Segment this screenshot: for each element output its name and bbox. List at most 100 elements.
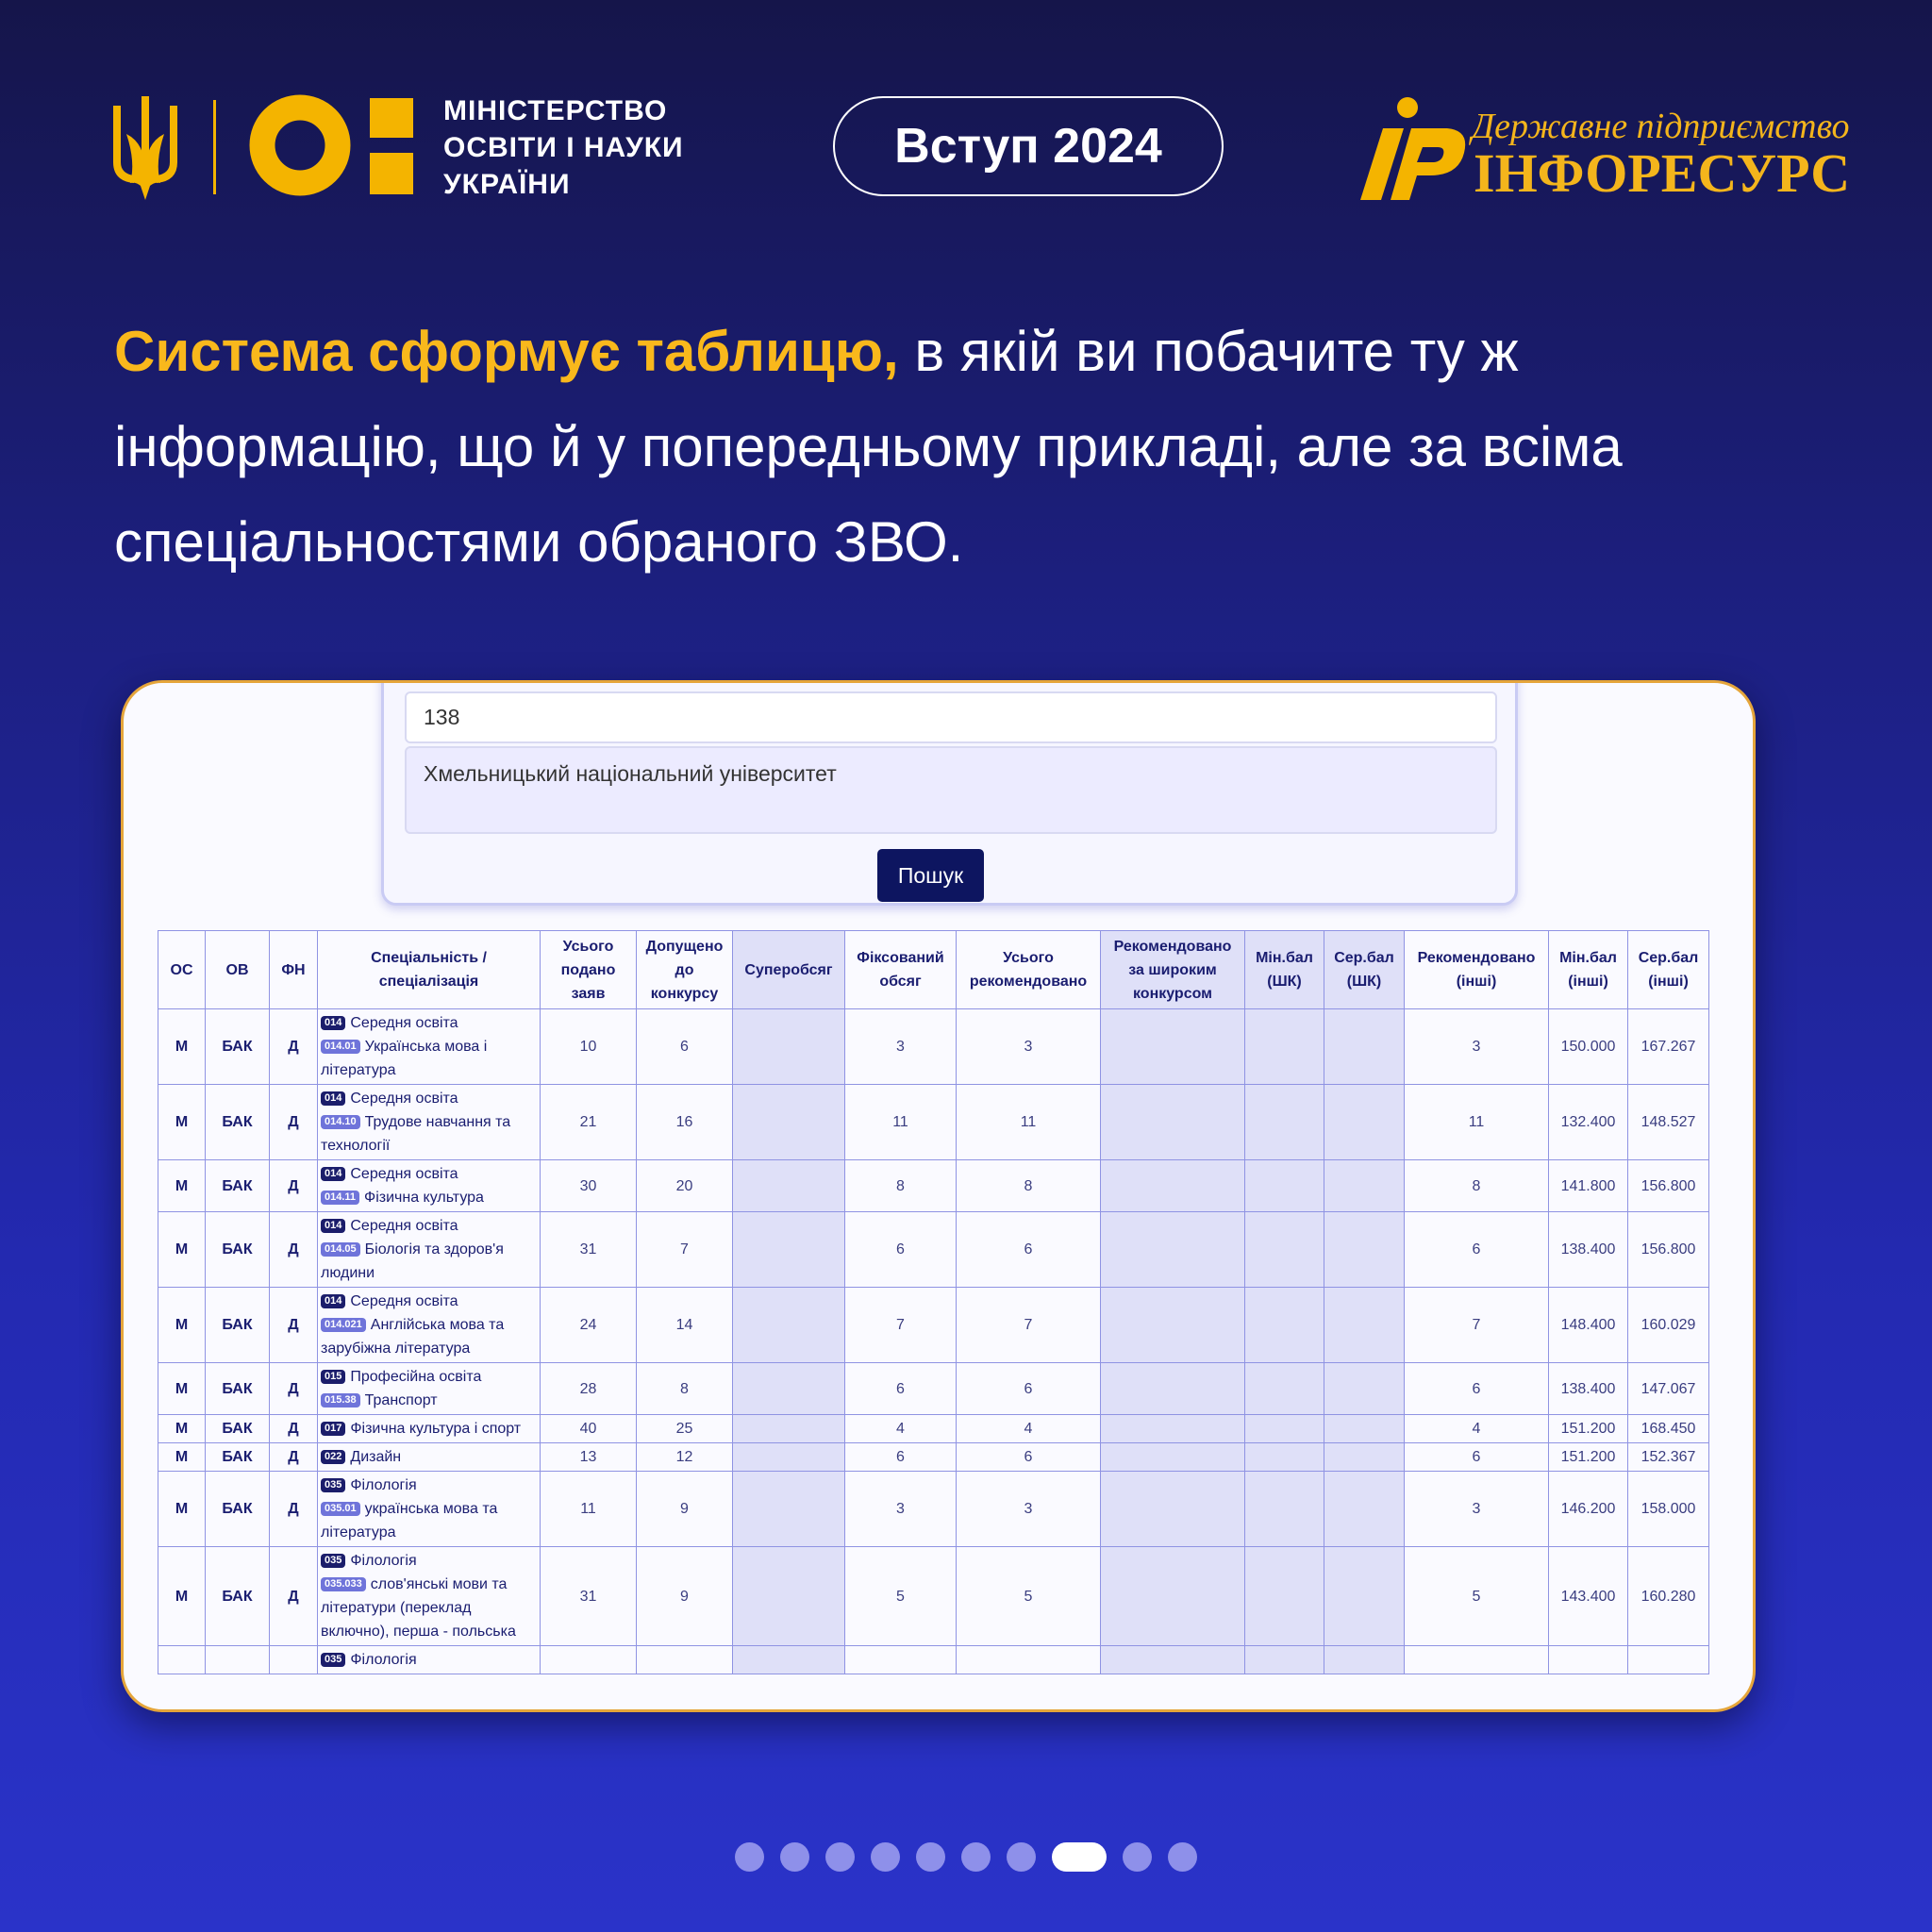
specialty-name: Середня освіта bbox=[350, 1166, 458, 1182]
data-cell bbox=[1244, 1645, 1324, 1674]
specialty-code: 014.021 bbox=[321, 1318, 366, 1332]
specialty-cell: 014 Середня освіта 014.021 Англійська мова … bbox=[317, 1287, 541, 1363]
specialty-code: 014 bbox=[321, 1016, 346, 1030]
specialty-code: 035 bbox=[321, 1554, 346, 1568]
university-field[interactable]: Хмельницький національний університет bbox=[405, 746, 1497, 834]
data-cell bbox=[1324, 1287, 1405, 1363]
specialty-name: Біологія та здоров'я людини bbox=[321, 1241, 504, 1281]
page-dot[interactable] bbox=[1007, 1842, 1036, 1872]
page-dot[interactable] bbox=[961, 1842, 991, 1872]
table-row: М БАК Д 014 Середня освіта 014.11 Фізична куль… bbox=[158, 1159, 1709, 1212]
column-header: Усього рекомендовано bbox=[956, 930, 1101, 1009]
data-cell bbox=[1100, 1211, 1245, 1288]
page-dot-active[interactable] bbox=[1052, 1842, 1107, 1872]
data-cell: 8 bbox=[1404, 1159, 1549, 1212]
data-cell: 8 bbox=[956, 1159, 1101, 1212]
data-cell: 160.029 bbox=[1627, 1287, 1709, 1363]
specialty-line: 014 Середня освіта bbox=[321, 1162, 537, 1186]
specialty-name: Середня освіта bbox=[350, 1293, 458, 1309]
data-cell: 158.000 bbox=[1627, 1471, 1709, 1547]
data-cell: 8 bbox=[844, 1159, 957, 1212]
specialty-line: 017 Фізична культура і спорт bbox=[321, 1417, 537, 1441]
table-row: М БАК Д 014 Середня освіта 014.10 Трудове навч… bbox=[158, 1084, 1709, 1160]
specialty-cell: 022 Дизайн bbox=[317, 1442, 541, 1472]
cell-ov bbox=[205, 1645, 270, 1674]
data-cell bbox=[1100, 1645, 1245, 1674]
data-cell: 12 bbox=[636, 1442, 733, 1472]
data-cell: 20 bbox=[636, 1159, 733, 1212]
specialty-name: Англійська мова та зарубіжна література bbox=[321, 1317, 505, 1357]
specialty-code: 014.01 bbox=[321, 1040, 360, 1054]
data-cell: 138.400 bbox=[1548, 1362, 1628, 1415]
data-cell bbox=[1100, 1442, 1245, 1472]
data-cell: 25 bbox=[636, 1414, 733, 1443]
data-cell: 6 bbox=[1404, 1442, 1549, 1472]
specialty-code: 014 bbox=[321, 1294, 346, 1308]
table-row: М БАК Д 035 Філологія 035.033 слов'янські мови… bbox=[158, 1546, 1709, 1646]
data-cell bbox=[1244, 1471, 1324, 1547]
specialty-name: Дизайн bbox=[350, 1449, 402, 1465]
data-cell bbox=[1244, 1414, 1324, 1443]
data-cell bbox=[1244, 1287, 1324, 1363]
page-dot[interactable] bbox=[1168, 1842, 1197, 1872]
data-cell: 146.200 bbox=[1548, 1471, 1628, 1547]
data-cell: 168.450 bbox=[1627, 1414, 1709, 1443]
page-dot[interactable] bbox=[825, 1842, 855, 1872]
specialty-code: 014 bbox=[321, 1091, 346, 1106]
specialty-code: 014.10 bbox=[321, 1115, 360, 1129]
specialty-cell: 014 Середня освіта 014.11 Фізична культура bbox=[317, 1159, 541, 1212]
specialty-code: 035 bbox=[321, 1478, 346, 1492]
data-cell: 6 bbox=[844, 1362, 957, 1415]
cell-fn: Д bbox=[269, 1471, 318, 1547]
specialty-cell: 035 Філологія bbox=[317, 1645, 541, 1674]
data-cell: 138.400 bbox=[1548, 1211, 1628, 1288]
page-dot[interactable] bbox=[780, 1842, 809, 1872]
search-button[interactable]: Пошук bbox=[877, 849, 984, 902]
cell-fn: Д bbox=[269, 1211, 318, 1288]
data-cell: 167.267 bbox=[1627, 1008, 1709, 1085]
data-cell: 6 bbox=[1404, 1211, 1549, 1288]
page-dot[interactable] bbox=[916, 1842, 945, 1872]
data-cell bbox=[1324, 1442, 1405, 1472]
column-header: ОС bbox=[158, 930, 206, 1009]
cell-fn: Д bbox=[269, 1442, 318, 1472]
data-cell: 148.400 bbox=[1548, 1287, 1628, 1363]
cell-os: М bbox=[158, 1471, 206, 1547]
data-cell: 16 bbox=[636, 1084, 733, 1160]
data-cell bbox=[844, 1645, 957, 1674]
cell-fn bbox=[269, 1645, 318, 1674]
specialty-line: 014 Середня освіта bbox=[321, 1011, 537, 1035]
data-cell: 6 bbox=[956, 1211, 1101, 1288]
page-dot[interactable] bbox=[1123, 1842, 1152, 1872]
specialty-code: 014 bbox=[321, 1167, 346, 1181]
column-header: Мін.бал (інші) bbox=[1548, 930, 1628, 1009]
column-header: Суперобсяг bbox=[732, 930, 845, 1009]
cell-ov: БАК bbox=[205, 1211, 270, 1288]
specialty-line: 022 Дизайн bbox=[321, 1445, 537, 1469]
data-cell: 40 bbox=[540, 1414, 637, 1443]
specialty-cell: 035 Філологія 035.033 слов'янські мови та л… bbox=[317, 1546, 541, 1646]
data-cell bbox=[1548, 1645, 1628, 1674]
code-input[interactable]: 138 bbox=[405, 691, 1497, 743]
table-body: М БАК Д 014 Середня освіта 014.01 Українська м… bbox=[158, 1008, 1709, 1674]
page-dot[interactable] bbox=[735, 1842, 764, 1872]
specialty-line: 014.01 Українська мова і література bbox=[321, 1035, 537, 1082]
column-header: Спеціальність / спеціалізація bbox=[317, 930, 541, 1009]
page-dot[interactable] bbox=[871, 1842, 900, 1872]
cell-fn: Д bbox=[269, 1362, 318, 1415]
headline-highlight: Система сформує таблицю, bbox=[114, 320, 899, 383]
data-cell: 3 bbox=[1404, 1471, 1549, 1547]
data-cell: 7 bbox=[636, 1211, 733, 1288]
data-cell bbox=[1100, 1362, 1245, 1415]
data-cell bbox=[1324, 1211, 1405, 1288]
specialty-name: Філологія bbox=[350, 1652, 417, 1668]
data-cell: 3 bbox=[844, 1008, 957, 1085]
specialty-code: 014.05 bbox=[321, 1242, 360, 1257]
ministry-logo bbox=[249, 94, 413, 196]
data-cell bbox=[732, 1362, 845, 1415]
data-cell bbox=[1244, 1546, 1324, 1646]
specialty-line: 035 Філологія bbox=[321, 1648, 537, 1672]
data-cell bbox=[1100, 1159, 1245, 1212]
specialty-name: Професійна освіта bbox=[350, 1369, 482, 1385]
data-cell: 31 bbox=[540, 1546, 637, 1646]
